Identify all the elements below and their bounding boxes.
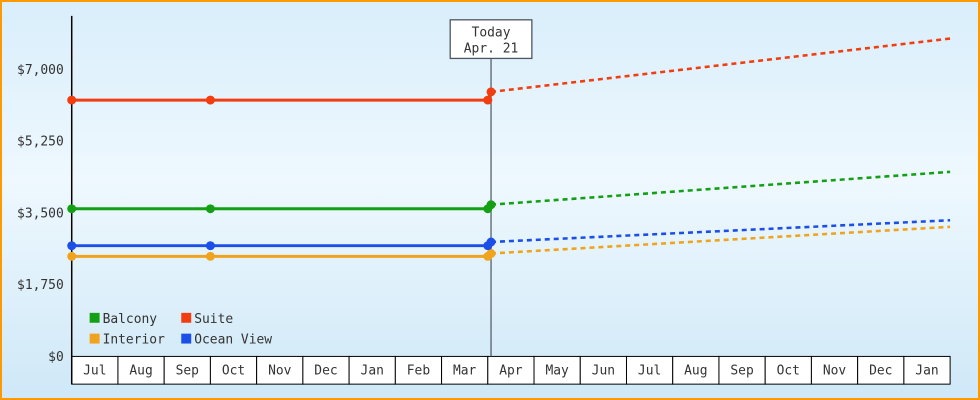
legend-swatch-suite xyxy=(181,312,192,323)
x-axis-month-label: Feb xyxy=(407,364,430,379)
x-axis-month-cell xyxy=(256,355,304,385)
legend-label-balcony: Balcony xyxy=(103,312,158,327)
x-axis-month-cell xyxy=(487,355,535,385)
x-axis-month-cell xyxy=(579,355,627,385)
x-axis-month-cell xyxy=(625,355,674,385)
y-axis-tick-label: $0 xyxy=(48,350,64,365)
x-axis-month-label: Aug xyxy=(684,364,707,379)
data-point-marker-suite xyxy=(67,95,77,105)
data-point-marker-interior xyxy=(67,251,77,261)
x-axis-month-label: Dec xyxy=(869,364,892,379)
x-axis-month-label: Oct xyxy=(777,364,800,379)
data-point-marker-suite xyxy=(483,95,493,105)
x-axis-month-label: Nov xyxy=(268,364,292,379)
data-point-marker-suite xyxy=(486,87,496,97)
data-point-marker-ocean-view xyxy=(205,241,215,251)
today-box xyxy=(449,19,533,60)
x-axis-month-label: Dec xyxy=(314,364,337,379)
data-point-marker-ocean-view xyxy=(67,241,77,251)
x-axis-month-cell xyxy=(302,355,350,385)
data-point-marker-balcony xyxy=(67,204,77,214)
x-axis-month-label: Jul xyxy=(83,364,106,379)
y-axis-tick-label: $1,750 xyxy=(17,278,64,293)
y-axis-tick-label: $7,000 xyxy=(17,63,64,78)
y-axis-tick-label: $5,250 xyxy=(17,135,64,150)
x-axis-month-label: Jan xyxy=(361,364,384,379)
x-axis-month-cell xyxy=(394,355,443,385)
data-point-marker-interior xyxy=(486,249,496,258)
data-point-marker-balcony xyxy=(486,200,496,210)
x-axis-month-label: Jul xyxy=(638,364,661,379)
legend-label-suite: Suite xyxy=(194,312,233,327)
x-axis-month-cell xyxy=(810,355,859,385)
x-axis-month-label: Nov xyxy=(823,364,847,379)
legend-swatch-ocean-view xyxy=(181,333,192,344)
x-axis-month-label: Jan xyxy=(915,364,938,379)
today-box-label: Today xyxy=(472,26,511,41)
data-point-marker-ocean-view xyxy=(486,237,496,247)
x-axis-month-cell xyxy=(903,355,951,385)
x-axis-month-cell xyxy=(163,355,211,385)
x-axis-month-label: Oct xyxy=(222,364,245,379)
x-axis-month-cell xyxy=(857,355,905,385)
data-point-marker-interior xyxy=(205,251,215,261)
x-axis-month-cell xyxy=(764,355,812,385)
data-point-marker-balcony xyxy=(205,204,215,214)
x-axis-month-cell xyxy=(348,355,396,385)
x-axis-month-label: Apr xyxy=(499,364,523,379)
series-forecast-suite xyxy=(490,37,951,94)
x-axis-month-cell xyxy=(672,355,720,385)
x-axis-month-label: May xyxy=(545,364,569,379)
x-axis-month-label: Jun xyxy=(592,364,615,379)
x-axis-month-cell xyxy=(441,355,489,385)
y-axis-tick-label: $3,500 xyxy=(17,206,64,221)
legend-swatch-interior xyxy=(89,333,100,344)
today-box-date: Apr. 21 xyxy=(464,42,518,57)
x-axis-month-label: Aug xyxy=(129,364,152,379)
legend-label-ocean-view: Ocean View xyxy=(194,333,272,348)
x-axis-month-label: Sep xyxy=(730,364,753,379)
legend-swatch-balcony xyxy=(89,312,100,323)
legend-label-interior: Interior xyxy=(103,333,166,348)
series-forecast-balcony xyxy=(490,170,951,206)
data-point-marker-suite xyxy=(205,95,215,105)
x-axis-month-label: Sep xyxy=(176,364,199,379)
series-forecast-ocean-view xyxy=(490,218,951,244)
x-axis-month-label: Mar xyxy=(453,364,477,379)
x-axis-month-cell xyxy=(117,355,165,385)
series-forecast-interior xyxy=(490,225,951,255)
